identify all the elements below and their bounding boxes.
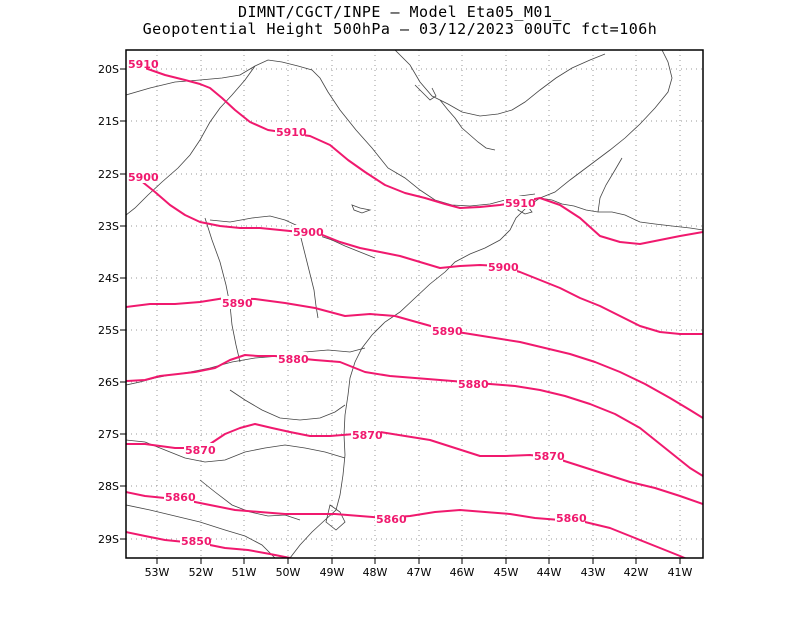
contour-5870 bbox=[126, 423, 703, 505]
state-border-pr-west bbox=[297, 225, 319, 319]
lon-label-51w: 51W bbox=[232, 566, 257, 579]
contour-label-5870-c: 5870 bbox=[534, 450, 565, 463]
contour-label-5870-b: 5870 bbox=[352, 429, 383, 442]
axis-ticks bbox=[120, 68, 681, 564]
map-title: DIMNT/CGCT/INPE – Model Eta05_M01_ Geopo… bbox=[0, 4, 800, 38]
contour-label-5870-a: 5870 bbox=[185, 444, 216, 457]
lon-label-41w: 41W bbox=[668, 566, 693, 579]
lon-label-47w: 47W bbox=[407, 566, 432, 579]
state-border-rio bbox=[597, 157, 623, 213]
contour-5890 bbox=[126, 297, 703, 419]
contour-label-5860-b: 5860 bbox=[376, 513, 407, 526]
state-border-mg-es bbox=[539, 50, 673, 199]
state-border-pr-sc bbox=[126, 347, 366, 386]
lat-label-22s: 22S bbox=[98, 168, 119, 181]
lat-label-23s: 23S bbox=[98, 220, 119, 233]
uy-coast bbox=[126, 504, 276, 558]
state-border-sc-rs bbox=[126, 439, 346, 463]
lat-label-26s: 26S bbox=[98, 376, 119, 389]
river-tiete-lakes bbox=[439, 99, 496, 151]
lon-label-48w: 48W bbox=[363, 566, 388, 579]
contour-label-5860-c: 5860 bbox=[556, 512, 587, 525]
state-border-ms-sp bbox=[126, 65, 256, 216]
title-line-2: Geopotential Height 500hPa – 03/12/2023 … bbox=[142, 20, 658, 38]
contour-label-5910-c: 5910 bbox=[505, 197, 536, 210]
lat-label-29s: 29S bbox=[98, 533, 119, 546]
title-line-1: DIMNT/CGCT/INPE – Model Eta05_M01_ bbox=[237, 3, 563, 21]
lon-label-50w: 50W bbox=[276, 566, 301, 579]
contour-label-5910-b: 5910 bbox=[276, 126, 307, 139]
contour-label-5860-a: 5860 bbox=[165, 491, 196, 504]
lat-label-25s: 25S bbox=[98, 324, 119, 337]
lon-label-53w: 53W bbox=[145, 566, 170, 579]
contour-5900 bbox=[126, 171, 703, 335]
lat-label-24s: 24S bbox=[98, 272, 119, 285]
lon-label-45w: 45W bbox=[494, 566, 519, 579]
lon-label-42w: 42W bbox=[624, 566, 649, 579]
contour-label-5910-a: 5910 bbox=[128, 58, 159, 71]
contour-label-5850-a: 5850 bbox=[181, 535, 212, 548]
lon-label-44w: 44W bbox=[537, 566, 562, 579]
lat-lon-grid bbox=[126, 50, 703, 558]
coastline bbox=[289, 197, 703, 558]
river-parana bbox=[204, 217, 241, 363]
state-border-pr-sc-inner bbox=[229, 389, 346, 421]
contour-label-5890-b: 5890 bbox=[432, 325, 463, 338]
lon-label-49w: 49W bbox=[320, 566, 345, 579]
contour-5860 bbox=[126, 491, 688, 558]
contour-5910-west bbox=[126, 61, 703, 245]
lat-label-21s: 21S bbox=[98, 115, 119, 128]
contour-label-5900-b: 5900 bbox=[293, 226, 324, 239]
state-border-mg-north bbox=[394, 50, 606, 117]
lon-label-43w: 43W bbox=[581, 566, 606, 579]
contour-label-5890-a: 5890 bbox=[222, 297, 253, 310]
lat-label-27s: 27S bbox=[98, 428, 119, 441]
lon-label-52w: 52W bbox=[189, 566, 214, 579]
lagoon-rs bbox=[325, 504, 346, 531]
lat-label-20s: 20S bbox=[98, 63, 119, 76]
lat-label-28s: 28S bbox=[98, 480, 119, 493]
contour-label-5880-a: 5880 bbox=[278, 353, 309, 366]
lon-label-46w: 46W bbox=[450, 566, 475, 579]
river-grande bbox=[414, 84, 437, 101]
state-border-mg-sp bbox=[126, 59, 536, 207]
contour-5880 bbox=[126, 354, 703, 477]
contour-label-5900-c: 5900 bbox=[488, 261, 519, 274]
contour-label-5880-b: 5880 bbox=[458, 378, 489, 391]
coast-island-sp bbox=[351, 204, 372, 214]
map-frame bbox=[125, 49, 704, 559]
contour-label-5900-a: 5900 bbox=[128, 171, 159, 184]
